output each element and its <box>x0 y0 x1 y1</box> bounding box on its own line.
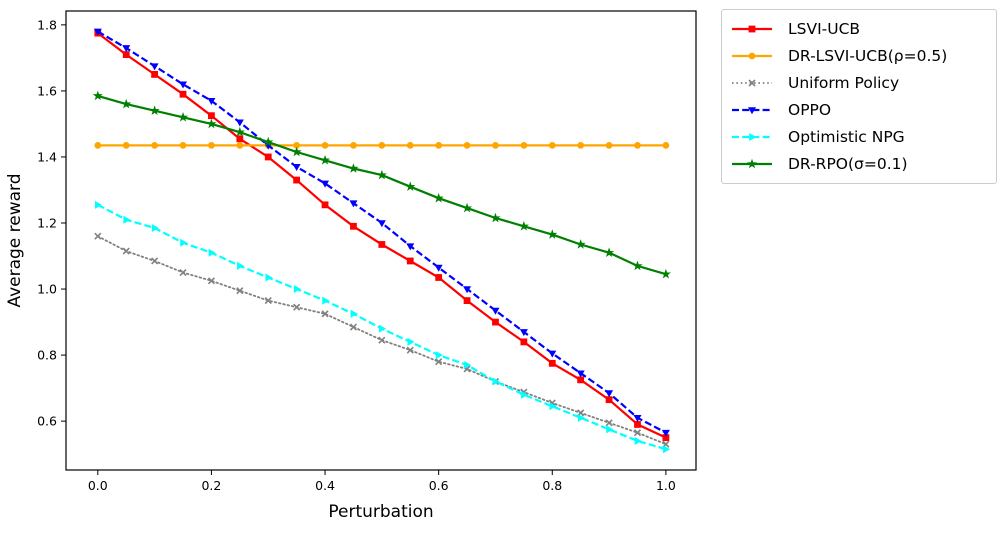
legend-swatch-uniform-policy <box>732 79 772 87</box>
legend-label-dr-rpo-0-1: DR-RPO(σ=0.1) <box>788 155 908 174</box>
legend-label-dr-lsvi-ucb-0-5: DR-LSVI-UCB(ρ=0.5) <box>788 46 948 65</box>
y-tick-label: 1.6 <box>37 83 57 98</box>
legend-swatch-dr-lsvi-ucb-0-5 <box>732 52 772 60</box>
legend-swatch-optimistic-npg <box>732 133 772 142</box>
y-tick-label: 1.2 <box>37 215 57 230</box>
legend-item-optimistic-npg: Optimistic NPG <box>730 124 988 150</box>
legend-label-optimistic-npg: Optimistic NPG <box>788 128 905 147</box>
y-tick-label: 0.8 <box>37 348 57 363</box>
x-tick-label: 1.0 <box>656 478 676 493</box>
legend-item-lsvi-ucb: LSVI-UCB <box>730 16 988 42</box>
legend-swatch-dr-rpo-0-1 <box>732 159 772 169</box>
x-tick-label: 0.8 <box>542 478 562 493</box>
y-tick-label: 1.0 <box>37 282 57 297</box>
series-uniform-policy <box>94 232 670 448</box>
legend-item-uniform-policy: Uniform Policy <box>730 70 988 96</box>
series-lsvi-ucb <box>94 29 670 442</box>
x-tick-label: 0.2 <box>201 478 221 493</box>
legend-label-lsvi-ucb: LSVI-UCB <box>788 19 861 38</box>
x-tick-label: 0.0 <box>88 478 108 493</box>
y-axis-label: Average reward <box>5 173 25 307</box>
series-optimistic-npg <box>95 200 671 454</box>
legend-swatch-oppo <box>732 107 772 115</box>
y-tick-label: 0.6 <box>37 414 57 429</box>
plot-border <box>65 10 697 471</box>
legend: LSVI-UCB DR-LSVI-UCB(ρ=0.5) Uniform Policy… <box>721 9 997 184</box>
legend-item-dr-lsvi-ucb-0-5: DR-LSVI-UCB(ρ=0.5) <box>730 43 988 69</box>
legend-swatch-lsvi-ucb <box>732 25 772 32</box>
y-tick-label: 1.4 <box>37 149 57 164</box>
legend-label-oppo: OPPO <box>788 101 832 120</box>
x-axis-label: Perturbation <box>328 502 433 522</box>
series-dr-rpo-0-1 <box>92 90 671 279</box>
legend-item-oppo: OPPO <box>730 97 988 123</box>
y-tick-label: 1.8 <box>37 17 57 32</box>
plot-area: 0.0 0.2 0.4 0.6 0.8 1.0 0.6 0.8 1.0 1.2 1.4 1.6 1.8 <box>37 10 697 493</box>
series-dr-lsvi-ucb-0-5 <box>94 141 670 149</box>
series-oppo <box>93 28 670 437</box>
x-tick-label: 0.6 <box>429 478 449 493</box>
legend-label-uniform-policy: Uniform Policy <box>788 73 900 92</box>
x-tick-label: 0.4 <box>315 478 335 493</box>
legend-item-dr-rpo-0-1: DR-RPO(σ=0.1) <box>730 151 988 177</box>
